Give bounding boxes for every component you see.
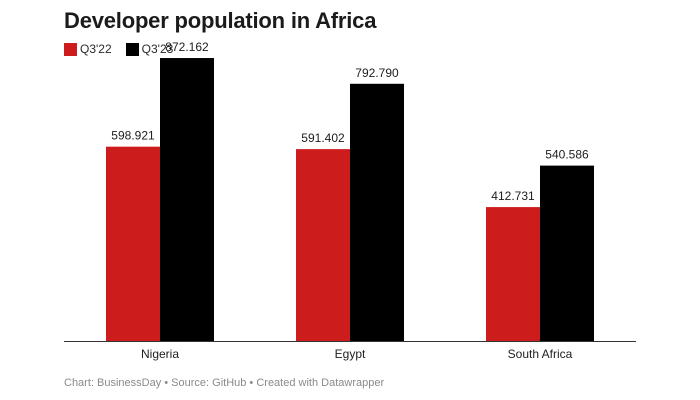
x-tick-label-egypt: Egypt: [335, 347, 366, 361]
legend-item-q3-23: Q3'23: [125, 42, 174, 56]
data-label-nigeria-q3-23: 872.162: [165, 40, 209, 54]
bar-nigeria-q3-22: [106, 146, 160, 341]
chart-title: Developer population in Africa: [64, 8, 377, 33]
legend: Q3'22 Q3'23: [64, 42, 187, 56]
data-label-egypt-q3-23: 792.790: [355, 66, 399, 80]
data-label-south-africa-q3-23: 540.586: [545, 148, 589, 162]
bar-egypt-q3-22: [296, 149, 350, 341]
data-label-egypt-q3-22: 591.402: [301, 131, 345, 145]
legend-label-q3-22: Q3'22: [80, 42, 112, 56]
legend-swatch-q3-23: [125, 42, 139, 56]
legend-item-q3-22: Q3'22: [64, 42, 112, 56]
bar-nigeria-q3-23: [160, 58, 214, 341]
bar-south-africa-q3-22: [486, 207, 540, 341]
data-label-south-africa-q3-22: 412.731: [491, 189, 535, 203]
legend-label-q3-23: Q3'23: [141, 42, 174, 56]
bar-egypt-q3-23: [350, 83, 404, 341]
x-tick-label-south-africa: South Africa: [508, 347, 573, 361]
bar-south-africa-q3-23: [540, 165, 594, 341]
chart-footer: Chart: BusinessDay • Source: GitHub • Cr…: [64, 377, 385, 389]
x-tick-label-nigeria: Nigeria: [141, 347, 179, 361]
legend-swatch-q3-22: [64, 42, 77, 56]
data-label-nigeria-q3-22: 598.921: [111, 129, 155, 143]
